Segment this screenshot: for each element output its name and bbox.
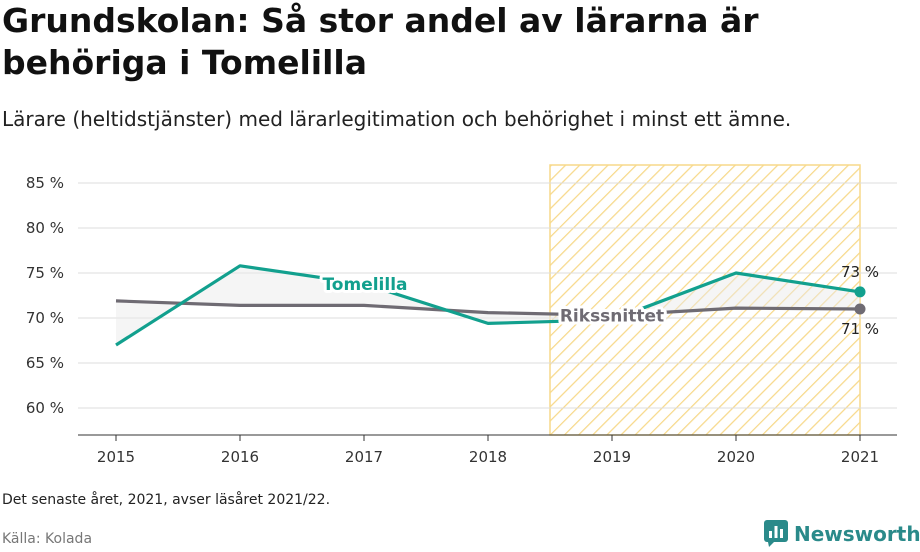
y-tick-label: 60 % (26, 399, 64, 417)
x-tick-label: 2017 (345, 448, 383, 466)
x-tick-label: 2018 (469, 448, 507, 466)
difference-area (116, 265, 860, 345)
y-tick-label: 75 % (26, 264, 64, 282)
x-tick-label: 2020 (717, 448, 755, 466)
x-tick-label: 2021 (841, 448, 879, 466)
end-label-riksnittet: 71 % (841, 320, 879, 338)
series-label-rikssnittet: Rikssnittet (560, 306, 664, 326)
y-tick-label: 70 % (26, 309, 64, 327)
footnote: Det senaste året, 2021, avser läsåret 20… (2, 492, 331, 508)
chart-subtitle: Lärare (heltidstjänster) med lärarlegiti… (2, 107, 792, 131)
line-chart: 60 % 65 % 70 % 75 % 80 % 85 % 2015 2016 2017 2018… (26, 164, 897, 466)
highlight-period (549, 164, 861, 436)
y-tick-label: 65 % (26, 354, 64, 372)
x-tick-label: 2016 (221, 448, 259, 466)
series-line-tomelilla (115, 264, 861, 347)
series-label-tomelilla: Tomelilla (322, 275, 407, 295)
newsworthy-logo: Newsworthy (764, 519, 920, 549)
logo-text: Newsworthy (794, 522, 920, 546)
end-label-tomelilla: 73 % (841, 263, 879, 281)
y-tick-label: 80 % (26, 219, 64, 237)
x-tick-label: 2019 (593, 448, 631, 466)
end-point-rikssnittet (854, 303, 866, 315)
chart-title: Grundskolan: Så stor andel av lärarna är… (2, 1, 759, 82)
source-note: Källa: Kolada (2, 531, 93, 547)
y-tick-label: 85 % (26, 174, 64, 192)
end-point-tomelilla (854, 286, 866, 298)
series-line-rikssnittet (115, 299, 861, 317)
x-tick-label: 2015 (97, 448, 135, 466)
bar-chart-icon (764, 520, 788, 547)
